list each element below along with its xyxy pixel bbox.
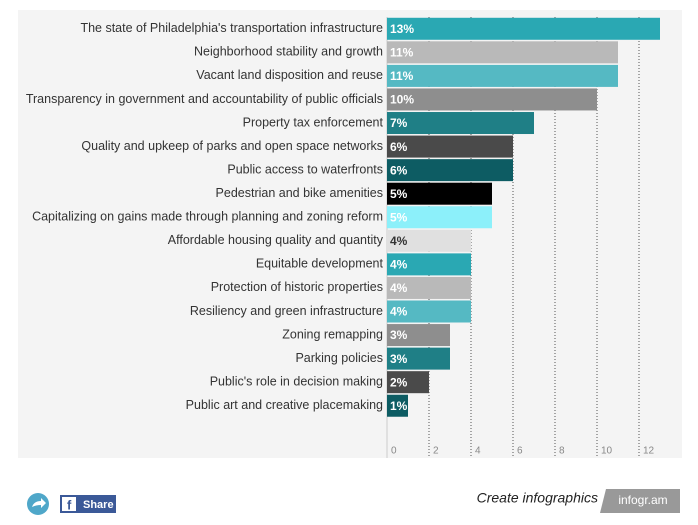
bar (387, 371, 429, 394)
category-label: Property tax enforcement (243, 115, 384, 129)
bar (387, 229, 471, 252)
value-label: 2% (390, 375, 408, 389)
brand-badge[interactable] (600, 489, 680, 513)
brand-text: infogr.am (618, 493, 667, 507)
bar (387, 347, 450, 370)
category-label: Parking policies (295, 351, 383, 365)
x-tick-label: 4 (475, 446, 481, 457)
value-label: 11% (390, 46, 414, 60)
share-arrow (32, 498, 46, 508)
bar (387, 253, 471, 276)
value-label: 4% (390, 234, 408, 248)
bar (387, 112, 534, 135)
category-label: Protection of historic properties (211, 280, 383, 294)
value-label: 11% (390, 69, 414, 83)
category-label: Equitable development (256, 257, 384, 271)
value-label: 1% (390, 399, 408, 413)
bar (387, 41, 618, 64)
bar (387, 159, 513, 182)
x-tick-label: 2 (433, 446, 439, 457)
bar (387, 88, 597, 111)
category-label: Resiliency and green infrastructure (190, 304, 383, 318)
category-label: Transparency in government and accountab… (26, 92, 383, 106)
value-label: 3% (390, 328, 408, 342)
bar (387, 182, 492, 205)
value-label: 5% (390, 187, 408, 201)
bar (387, 394, 408, 417)
value-label: 3% (390, 352, 408, 366)
bar (387, 17, 660, 40)
category-label: Public access to waterfronts (227, 162, 383, 176)
category-label: Vacant land disposition and reuse (196, 68, 383, 82)
category-label: Public art and creative placemaking (186, 398, 383, 412)
x-tick-label: 6 (517, 446, 523, 457)
bar (387, 206, 492, 229)
value-label: 4% (390, 305, 408, 319)
category-label: Zoning remapping (282, 327, 383, 341)
value-label: 6% (390, 163, 408, 177)
facebook-logo (62, 497, 76, 511)
value-label: 7% (390, 116, 408, 130)
bar (387, 300, 471, 323)
cta-text: Create infographics (477, 490, 598, 506)
facebook-f: f (67, 497, 72, 512)
value-label: 5% (390, 210, 408, 224)
bar (387, 135, 513, 158)
value-label: 10% (390, 93, 414, 107)
share-label: Share (83, 499, 114, 511)
value-label: 6% (390, 140, 408, 154)
category-label: Quality and upkeep of parks and open spa… (81, 139, 383, 153)
value-label: 4% (390, 258, 408, 272)
value-label: 4% (390, 281, 408, 295)
x-tick-label: 10 (601, 446, 613, 457)
category-label: Public's role in decision making (210, 374, 383, 388)
category-label: Neighborhood stability and growth (194, 45, 383, 59)
bar (387, 64, 618, 87)
category-label: Pedestrian and bike amenities (216, 186, 383, 200)
x-tick-label: 8 (559, 446, 565, 457)
category-label: Capitalizing on gains made through plann… (32, 210, 383, 224)
x-tick-label: 12 (643, 446, 655, 457)
bar (387, 324, 450, 347)
value-label: 13% (390, 22, 414, 36)
x-tick-label: 0 (391, 446, 397, 457)
category-label: Affordable housing quality and quantity (168, 233, 384, 247)
bar (387, 276, 471, 299)
category-label: The state of Philadelphia's transportati… (80, 21, 383, 35)
